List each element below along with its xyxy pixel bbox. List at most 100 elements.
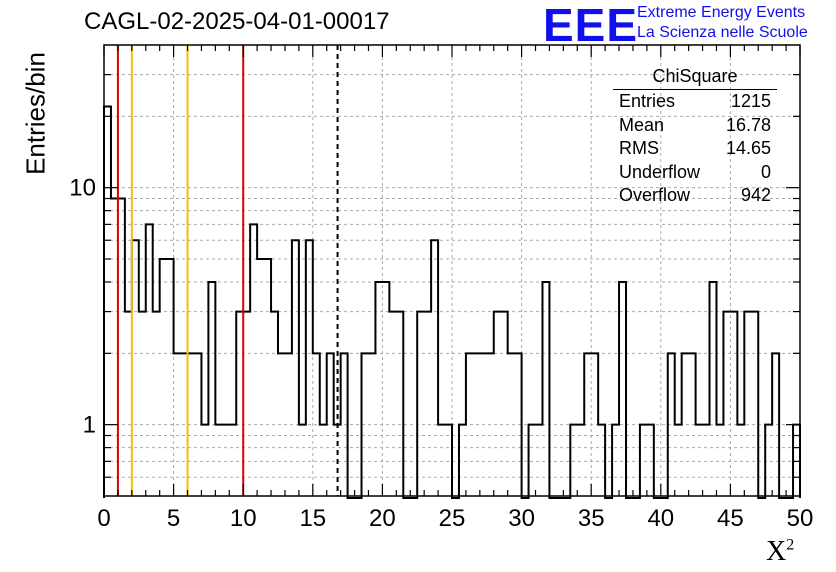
histogram-bin <box>737 425 744 496</box>
histogram-bin <box>529 425 536 496</box>
histogram-bin <box>431 240 438 496</box>
histogram-bin <box>445 425 452 496</box>
histogram-bin <box>466 353 473 496</box>
histogram-bin <box>139 312 146 496</box>
histogram-bin <box>682 353 689 496</box>
histogram-line <box>103 105 801 499</box>
histogram-bin <box>278 353 285 496</box>
x-tick-label: 35 <box>578 505 605 532</box>
histogram-bin <box>382 282 389 496</box>
histogram-bin <box>375 282 382 496</box>
histogram-bin <box>515 353 522 496</box>
stats-value: 14.65 <box>725 138 771 158</box>
y-tick-label: 10 <box>69 175 96 202</box>
histogram-bin <box>710 282 717 496</box>
histogram-bin <box>188 353 195 496</box>
x-tick-label: 50 <box>787 505 814 532</box>
histogram-bin <box>320 425 327 496</box>
histogram-bin <box>222 425 229 496</box>
histogram-bin <box>591 353 598 496</box>
histogram-bin <box>668 353 675 496</box>
histogram-bin <box>160 259 167 496</box>
histogram-bin <box>236 312 243 496</box>
histogram-bin <box>341 353 348 496</box>
stats-value: 0 <box>760 161 771 182</box>
histogram-bin <box>362 353 369 496</box>
stats-label: Mean <box>619 114 665 135</box>
histogram-bin <box>368 353 375 496</box>
stats-title: ChiSquare <box>613 66 777 90</box>
histogram-bin <box>696 425 703 496</box>
histogram-bin <box>292 240 299 496</box>
histogram-bin <box>396 312 403 496</box>
stats-label: Underflow <box>619 161 701 182</box>
histogram-bin <box>577 425 584 496</box>
histogram-bin <box>201 425 208 496</box>
histogram-bin <box>104 107 111 496</box>
histogram-bin <box>494 312 501 496</box>
histogram-bin <box>111 199 118 496</box>
histogram-bin <box>167 259 174 496</box>
histogram-bin <box>536 425 543 496</box>
histogram-bin <box>730 312 737 496</box>
histogram-bin <box>703 425 710 496</box>
y-tick-label: 1 <box>83 412 96 439</box>
histogram-bin <box>716 425 723 496</box>
histogram-bin <box>619 282 626 496</box>
histogram-bin <box>598 425 605 496</box>
histogram-bin <box>299 425 306 496</box>
histogram-bin <box>243 312 250 496</box>
histogram-bin <box>208 282 215 496</box>
stats-label: Overflow <box>619 185 691 205</box>
logo-line-1: Extreme Energy Events <box>637 4 806 21</box>
stats-value: 1215 <box>730 91 771 111</box>
histogram-bin <box>146 224 153 496</box>
histogram-bin <box>751 312 758 496</box>
stats-value: 942 <box>740 185 771 205</box>
histogram-bin <box>125 312 132 496</box>
histogram-bin <box>584 353 591 496</box>
histogram-bin <box>215 425 222 496</box>
histogram-bin <box>612 425 619 496</box>
stats-box: ChiSquare Entries 1215 Mean 16.78 RMS 14.65… <box>611 66 777 208</box>
histogram-bin <box>473 353 480 496</box>
reference-lines <box>116 45 339 496</box>
y-axis-label: Entries/bin <box>20 52 51 175</box>
histogram-bin <box>132 240 139 496</box>
histogram-bin <box>417 312 424 496</box>
histogram-bin <box>174 353 181 496</box>
axes-frame: 0 5 10 15 20 25 30 35 40 45 50 1 10 <box>69 44 814 532</box>
x-tick-label: 30 <box>508 505 535 532</box>
stats-row: Overflow 942 <box>611 184 777 208</box>
histogram-bin <box>640 425 647 496</box>
histogram-bin <box>438 425 445 496</box>
chart-title: CAGL-02-2025-04-01-00017 <box>84 8 390 35</box>
histogram-bin <box>250 224 257 496</box>
histogram-bin <box>542 282 549 496</box>
histogram-bin <box>118 199 125 496</box>
logo-line-2: La Scienza nelle Scuole <box>637 24 808 41</box>
histogram-bin <box>194 353 201 496</box>
x-tick-label: 25 <box>439 505 466 532</box>
histogram-bin <box>501 312 508 496</box>
histogram-bin <box>675 425 682 496</box>
histogram-bin <box>765 425 772 496</box>
histogram-bin <box>271 312 278 496</box>
x-tick-label: 40 <box>647 505 674 532</box>
histogram-bin <box>229 425 236 496</box>
histogram-bin <box>459 425 466 496</box>
x-tick-label: 5 <box>167 505 180 532</box>
stats-value: 16.78 <box>725 114 771 135</box>
x-tick-label: 0 <box>97 505 110 532</box>
histogram-bin <box>487 353 494 496</box>
histogram-bin <box>181 353 188 496</box>
histogram-bin <box>313 353 320 496</box>
histogram-bin <box>306 240 313 496</box>
histogram-bin <box>689 353 696 496</box>
histogram-bin <box>257 259 264 496</box>
histogram-bin <box>153 312 160 496</box>
histogram-bin <box>327 353 334 496</box>
x-tick-label: 15 <box>299 505 326 532</box>
histogram-bin <box>389 312 396 496</box>
